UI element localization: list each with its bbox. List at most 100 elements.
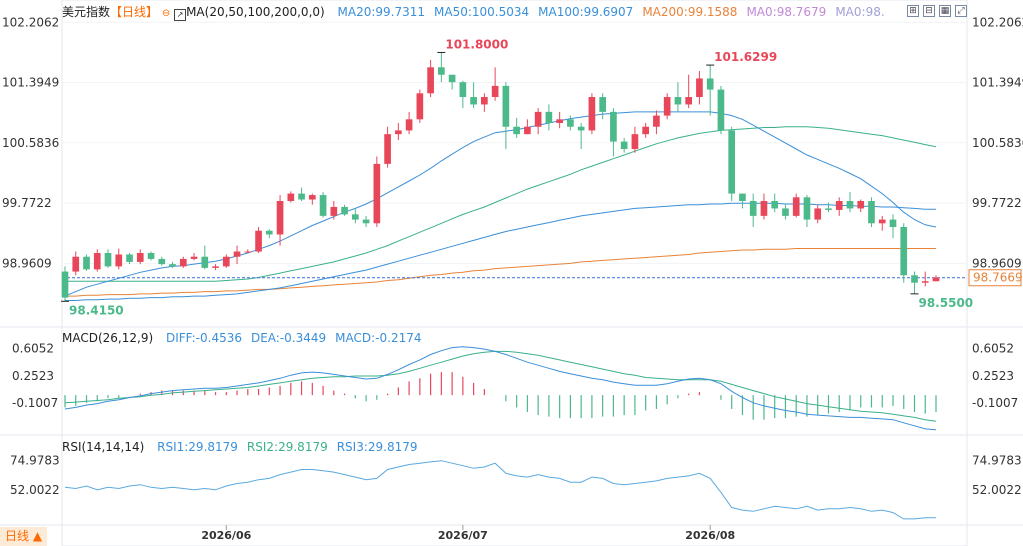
ma-value-5: MA0:98.	[835, 5, 885, 19]
rsi-label: RSI(14,14,14)	[62, 440, 145, 454]
candle-body-65	[760, 201, 768, 216]
candle-body-73	[846, 201, 854, 209]
candle-body-35	[438, 67, 445, 75]
candle-body-77	[889, 219, 897, 228]
zoom-out-icon[interactable]: ⊟	[923, 5, 935, 17]
candle-body-39	[481, 97, 488, 105]
candle-body-2	[83, 256, 90, 270]
macd-values: DIFF:-0.4536 DEA:-0.3449 MACD:-0.2174	[157, 331, 422, 345]
candle-body-52	[620, 141, 628, 150]
candle-body-19	[265, 230, 273, 235]
rsi-values: RSI1:29.8179 RSI2:29.8179 RSI3:29.8179	[148, 440, 417, 454]
candle-body-75	[868, 201, 875, 224]
candle-body-32	[405, 119, 413, 131]
candle-body-80	[921, 281, 929, 283]
last-price-box	[968, 269, 1022, 287]
x-label-0: 2026/06	[201, 529, 251, 542]
ma-toggle-icon[interactable]: ⊖	[161, 8, 171, 19]
candle-body-60	[706, 78, 714, 90]
macd-tick-right-2: -0.1007	[972, 396, 1018, 410]
candle-body-41	[502, 85, 510, 127]
rsi-line	[64, 460, 936, 520]
macd-tick-left-1: 0.2523	[12, 369, 54, 383]
high-annotation: 101.8000	[445, 37, 508, 51]
candle-body-36	[448, 74, 456, 83]
candle-body-17	[244, 251, 252, 253]
rsi-tick-left-1: 52.0022	[10, 483, 60, 497]
macd-panel	[64, 346, 937, 431]
chart-annotations: 101.8000 101.6299 98.4150 98.5500	[61, 37, 973, 317]
macd-label: MACD(26,12,9)	[62, 331, 154, 345]
candle-body-64	[749, 201, 757, 216]
macd-value-0: DIFF:-0.4536	[165, 331, 242, 345]
low2-annotation: 98.5500	[918, 296, 973, 310]
candle-body-81	[932, 277, 940, 282]
candle-body-66	[771, 201, 779, 209]
candle-body-57	[674, 97, 682, 105]
macd-tick-right-1: 0.2523	[972, 369, 1014, 383]
candle-body-44	[534, 111, 542, 127]
price-tick-right-3: 99.7722	[972, 196, 1022, 210]
candle-body-30	[384, 134, 391, 164]
period-selector[interactable]: 日线 ▲	[0, 527, 48, 546]
candle-body-9	[158, 258, 166, 265]
candle-body-11	[179, 258, 187, 267]
candle-body-15	[222, 256, 230, 267]
candle-body-61	[717, 89, 725, 131]
ma200-line	[65, 248, 936, 297]
candle-body-72	[835, 201, 843, 210]
rsi-value-2: RSI3:29.8179	[336, 440, 418, 454]
macd-value-2: MACD:-0.2174	[335, 331, 422, 345]
candle-body-20	[276, 201, 284, 235]
candle-body-46	[556, 119, 563, 124]
rsi-value-1: RSI2:29.8179	[246, 440, 328, 454]
candle-body-38	[470, 97, 477, 105]
instrument-title: 美元指数	[62, 5, 111, 19]
ma50-line	[65, 126, 937, 282]
period-label: 【日线】	[110, 5, 159, 19]
candle-body-49	[588, 97, 596, 131]
last-price-label: 98.7669	[973, 271, 1023, 285]
ma-label: MA(20,50,100,200,0,0)	[186, 5, 325, 19]
candle-body-3	[93, 253, 101, 270]
ma-chart-icon[interactable]: ↗	[174, 9, 187, 21]
chart-settings-icon[interactable]: ▦	[939, 5, 951, 17]
chart-axes: 102.2062 102.2062 101.3949 101.3949 100.5836…	[2, 15, 1023, 542]
candle-body-13	[201, 256, 209, 268]
candlestick-series	[61, 52, 940, 302]
candle-body-50	[599, 97, 606, 112]
candle-body-6	[126, 254, 133, 262]
low-annotation: 98.4150	[69, 303, 124, 317]
candle-body-45	[545, 111, 553, 124]
candle-body-24	[319, 195, 327, 216]
candle-body-31	[395, 130, 402, 135]
candle-body-76	[878, 219, 886, 224]
price-tick-left-4: 98.9609	[2, 256, 52, 270]
candle-body-59	[696, 78, 703, 98]
candle-body-26	[341, 206, 348, 215]
candle-body-58	[685, 97, 693, 105]
zoom-in-icon[interactable]: ⊞	[907, 5, 919, 17]
candle-body-37	[459, 82, 467, 98]
plot-frame	[61, 0, 968, 546]
candle-body-69	[803, 197, 811, 220]
rsi-header: RSI(14,14,14) RSI1:29.8179 RSI2:29.8179 RS…	[62, 440, 418, 454]
candle-body-4	[104, 253, 112, 267]
candle-body-70	[814, 208, 822, 220]
candle-body-63	[739, 193, 746, 202]
fullscreen-icon[interactable]: ⤢	[955, 5, 967, 17]
candle-body-74	[857, 201, 865, 209]
ma-value-0: MA20:99.7311	[337, 5, 426, 19]
rsi-panel	[64, 460, 936, 520]
candle-body-48	[577, 126, 585, 131]
candle-body-42	[513, 126, 520, 135]
candle-body-27	[351, 214, 359, 220]
candle-body-14	[212, 266, 219, 268]
candle-body-55	[653, 115, 660, 127]
main-header: 美元指数【日线】 ⊖ ↗ MA(20,50,100,200,0,0) MA20:9…	[62, 5, 885, 21]
price-tick-left-2: 100.5836	[2, 136, 59, 150]
candle-body-23	[308, 195, 316, 200]
price-tick-right-4: 98.9609	[972, 256, 1022, 270]
candle-body-51	[610, 111, 617, 142]
